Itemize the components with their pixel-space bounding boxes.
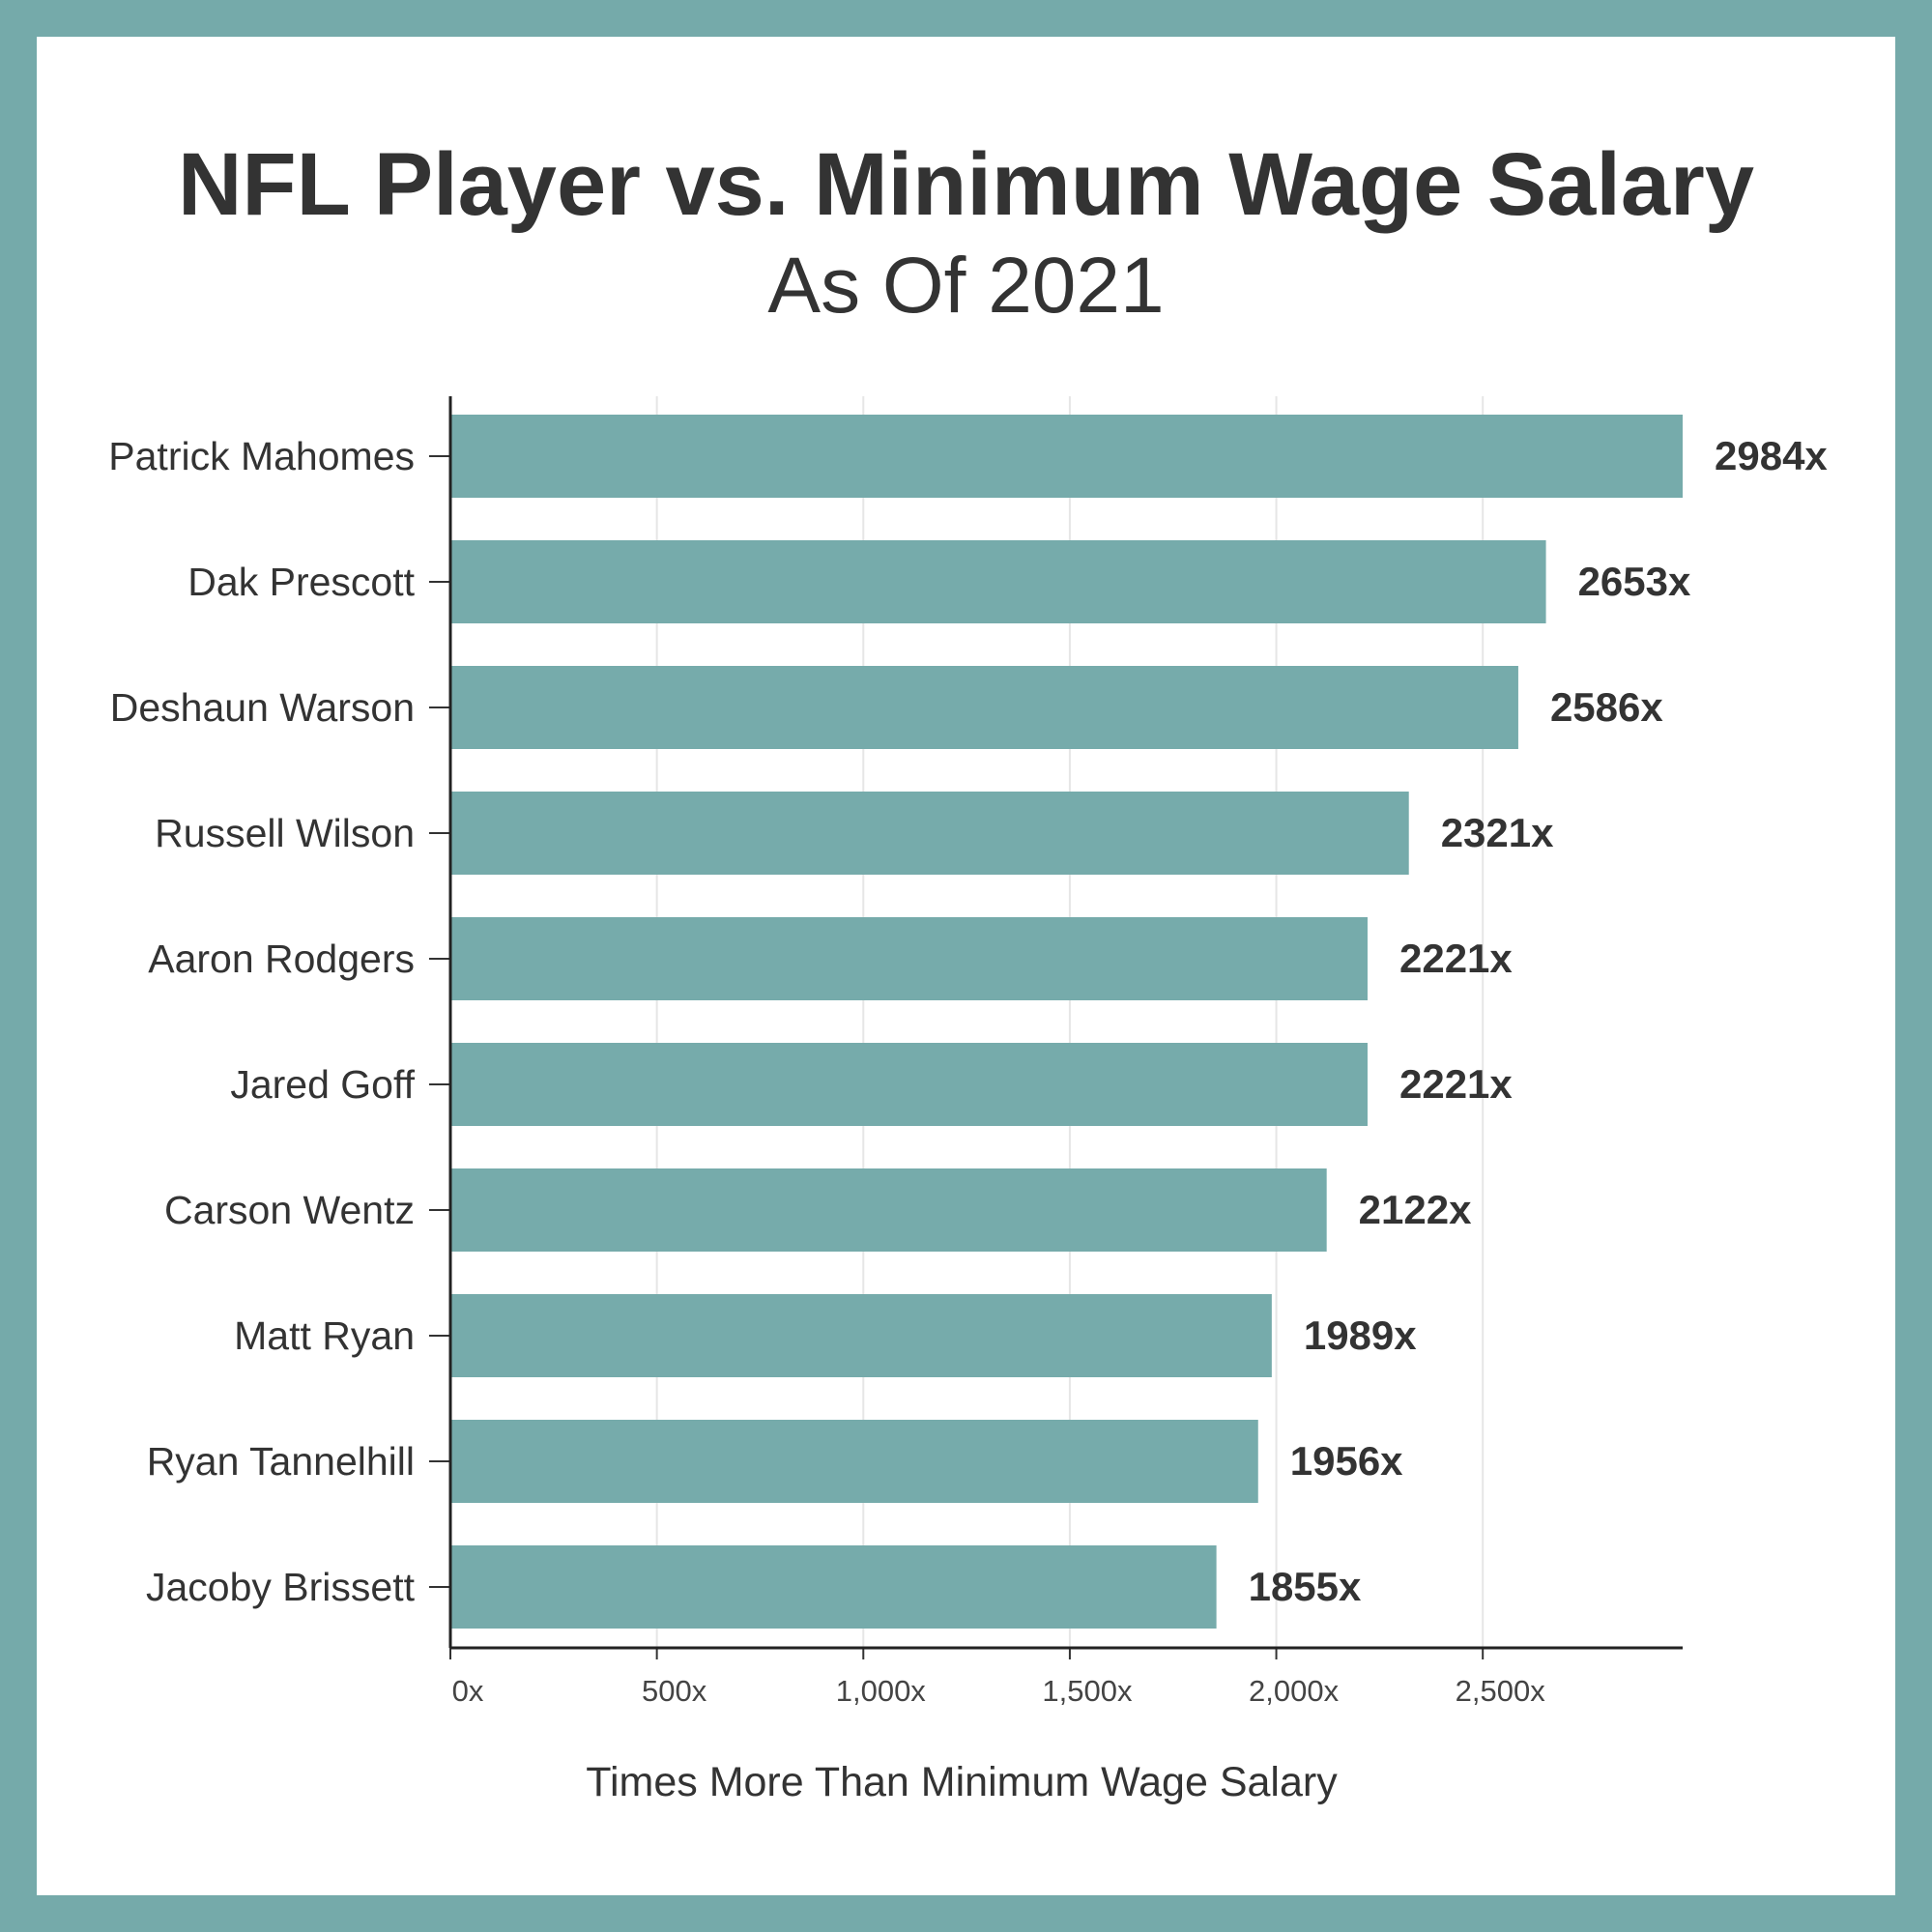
data-label: 2321x [1441,810,1554,855]
bar [450,540,1546,623]
category-label: Aaron Rodgers [148,937,415,981]
category-label: Dak Prescott [187,560,415,604]
data-label: 1855x [1249,1564,1362,1609]
bars [450,415,1683,1629]
bar [450,666,1518,749]
x-axis-title: Times More Than Minimum Wage Salary [586,1759,1338,1805]
category-label: Patrick Mahomes [108,434,415,478]
data-label: 2122x [1359,1187,1472,1232]
labels: 0x 500x 1,000x 1,500x 2,000x 2,500x Patrick Ma… [108,433,1828,1708]
bar [450,792,1409,875]
category-label: Jacoby Brissett [146,1565,416,1609]
data-label: 2653x [1578,559,1691,604]
x-tick-label: 2,000x [1249,1674,1340,1708]
category-label: Carson Wentz [164,1188,415,1232]
bar [450,1545,1217,1629]
data-label: 2221x [1399,936,1513,981]
data-label: 2221x [1399,1061,1513,1107]
x-tick-label: 2,500x [1456,1674,1546,1708]
chart-subtitle: As Of 2021 [767,242,1165,330]
bar [450,917,1368,1000]
data-label: 1989x [1304,1312,1417,1358]
category-label: Deshaun Warson [110,685,415,730]
axes [429,396,1683,1659]
data-label: 2586x [1550,684,1663,730]
chart-title: NFL Player vs. Minimum Wage Salary [177,135,1755,234]
category-label: Ryan Tannelhill [147,1439,415,1484]
data-label: 2984x [1715,433,1828,478]
bar [450,1168,1327,1252]
bar [450,1043,1368,1126]
bar [450,1294,1272,1377]
x-tick-label: 1,500x [1042,1674,1133,1708]
category-label: Matt Ryan [234,1313,415,1358]
bar [450,415,1683,498]
data-label: 1956x [1290,1438,1403,1484]
category-label: Jared Goff [230,1062,415,1107]
x-tick-label: 1,000x [836,1674,927,1708]
category-label: Russell Wilson [155,811,415,855]
bar [450,1420,1258,1503]
x-tick-label: 500x [642,1674,707,1708]
x-tick-label: 0x [452,1674,484,1708]
